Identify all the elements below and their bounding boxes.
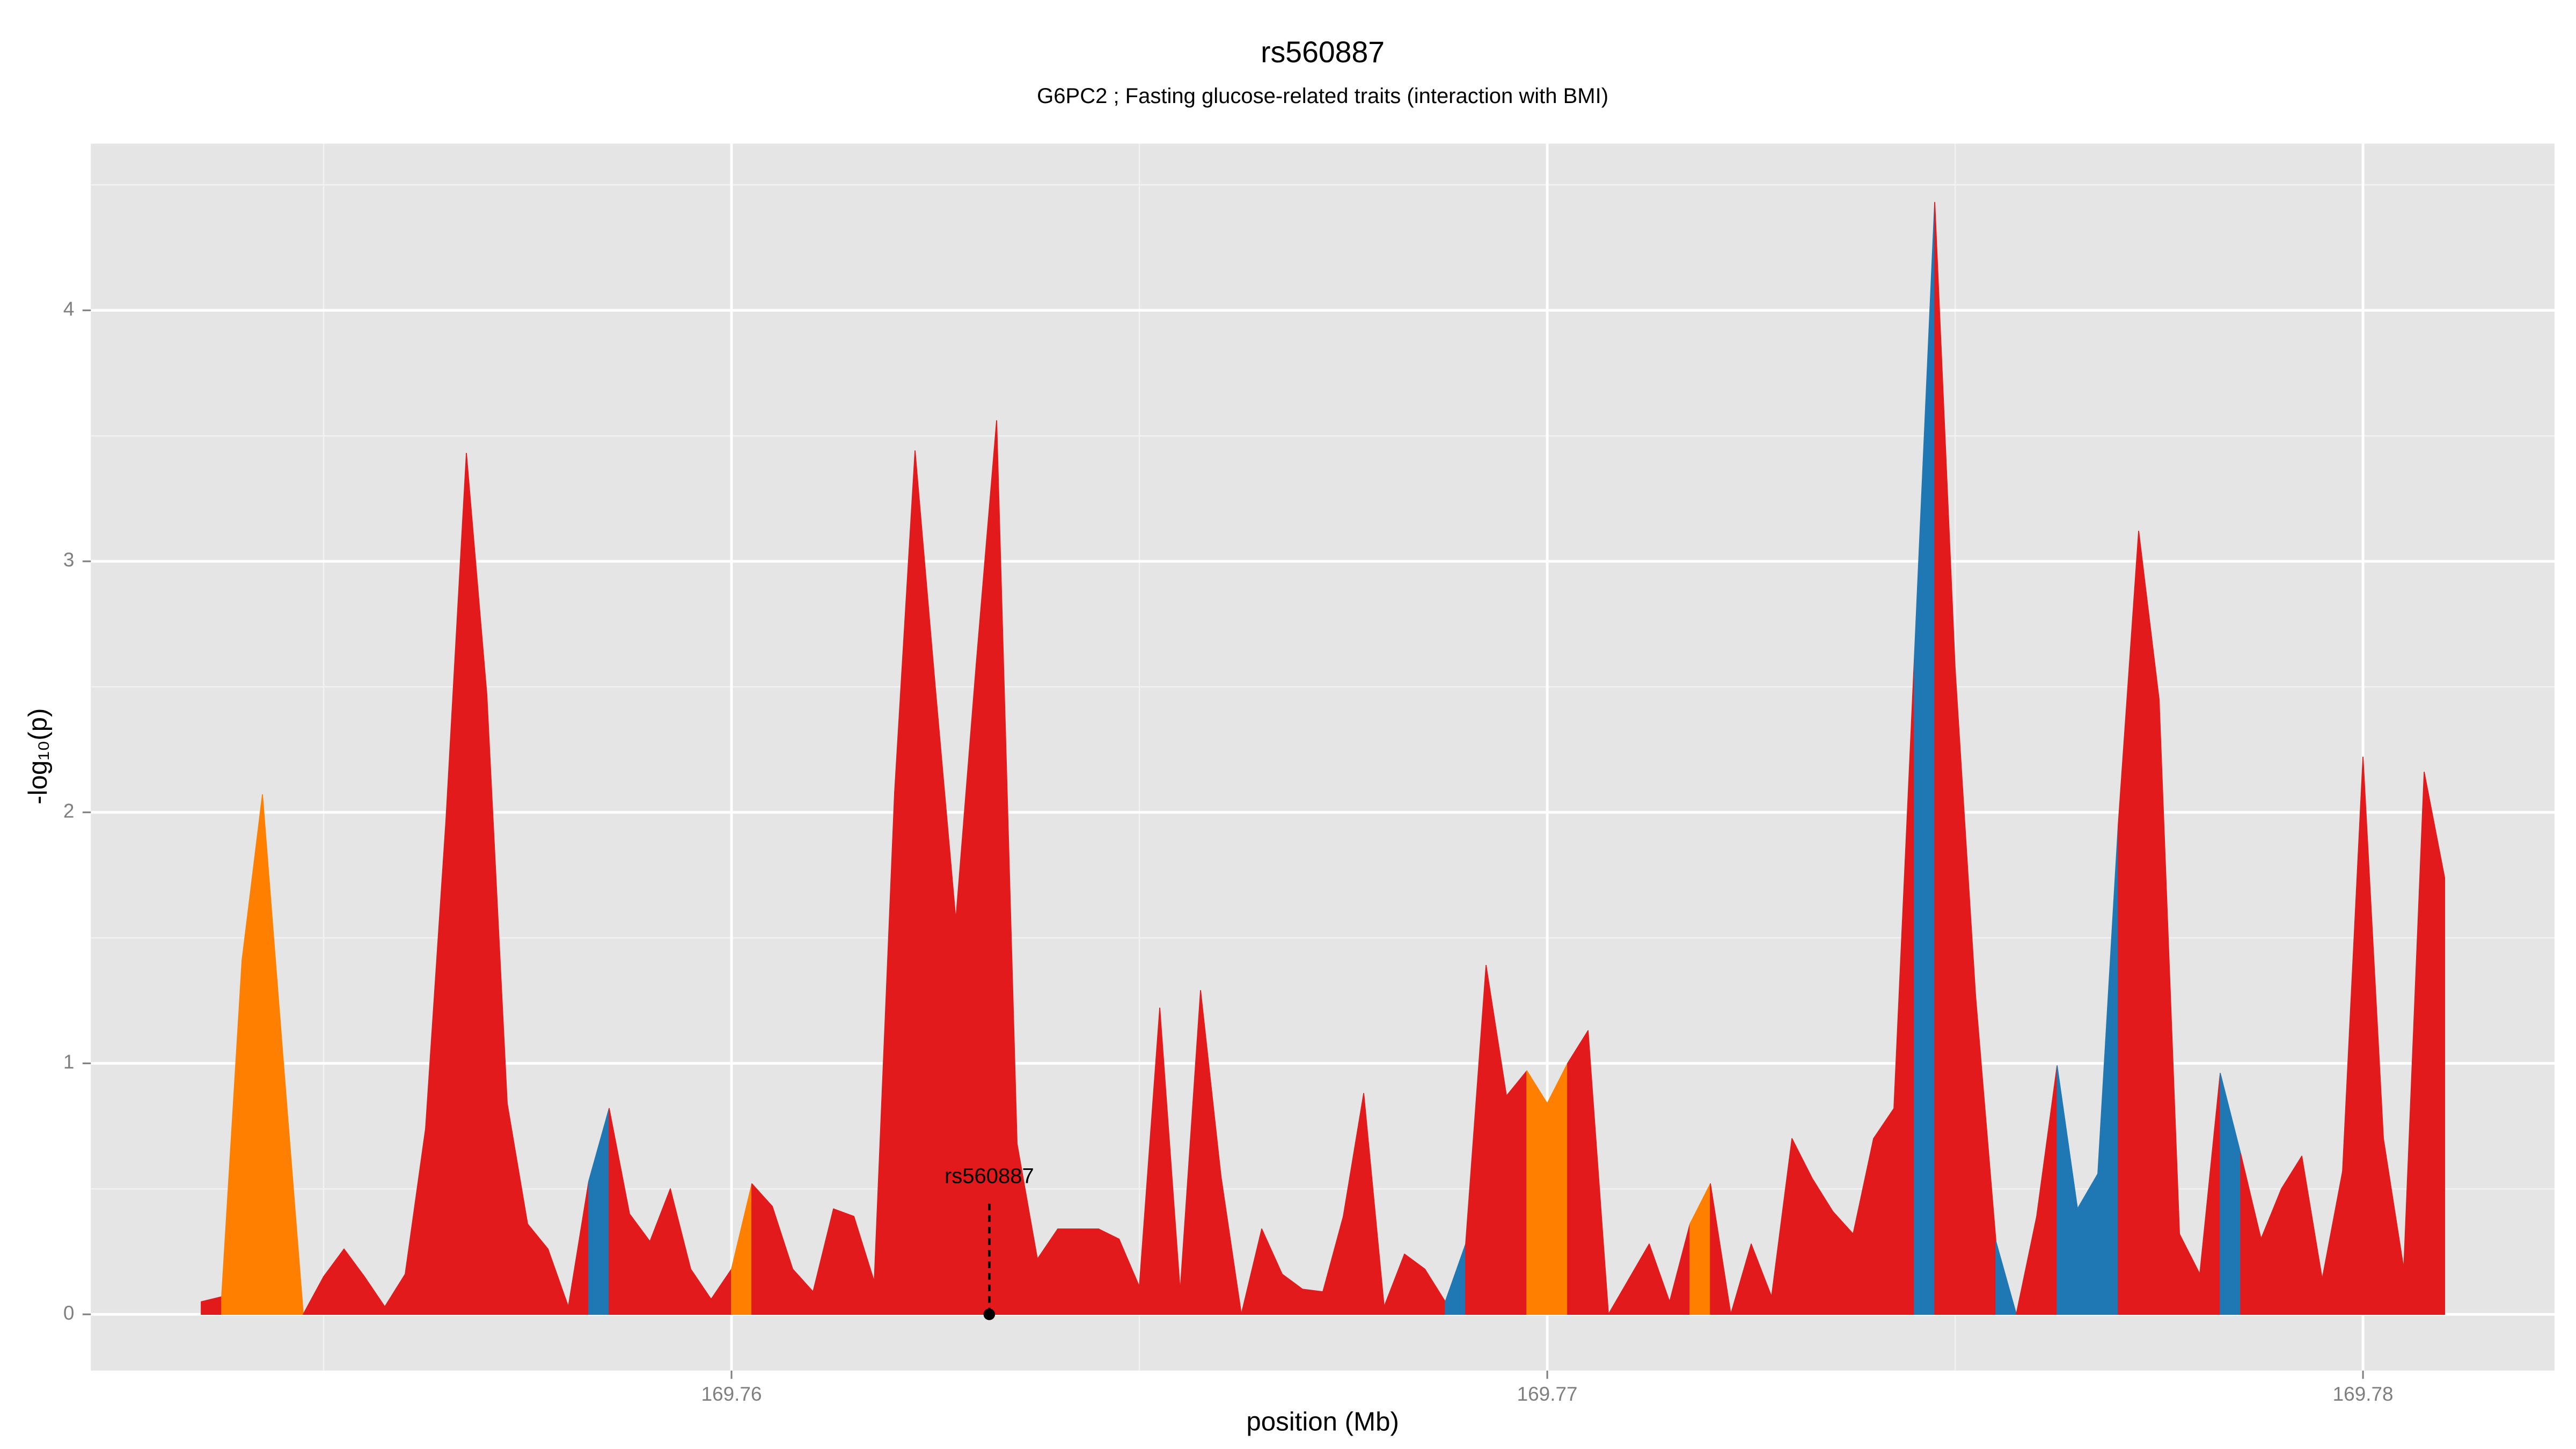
y-tick-label: 1: [63, 1051, 75, 1073]
y-tick-label: 3: [63, 549, 75, 571]
area-segment: [1587, 1030, 1609, 1315]
area-segment: [1995, 1241, 2017, 1315]
area-segment: [282, 1055, 304, 1315]
area-segment: [1057, 1228, 1079, 1315]
area-segment: [751, 1183, 773, 1315]
axes: 169.76 169.77 169.78 0 1 2 3 4: [63, 298, 2394, 1405]
y-tick-label: 4: [63, 298, 75, 320]
area-segment: [2424, 771, 2446, 1315]
y-axis-label: -log₁₀(p): [23, 708, 53, 804]
area-segment: [1710, 1183, 1732, 1315]
area-segment: [1567, 1030, 1589, 1315]
x-tick-label: 169.77: [1517, 1383, 1578, 1405]
area-segment: [1547, 1063, 1569, 1315]
area-segment: [1098, 1228, 1119, 1315]
annotation-label: rs560887: [945, 1164, 1034, 1188]
area-segment: [1302, 1289, 1323, 1315]
x-tick-label: 169.78: [2333, 1383, 2394, 1405]
area-segment: [1506, 1070, 1527, 1315]
y-tick-label: 2: [63, 800, 75, 822]
chart-subtitle: G6PC2 ; Fasting glucose-related traits (…: [1037, 84, 1608, 108]
x-axis-label: position (Mb): [1246, 1407, 1399, 1436]
annotation-point: [983, 1308, 996, 1320]
y-tick-label: 0: [63, 1302, 75, 1324]
area-segment: [1873, 1108, 1895, 1315]
x-tick-label: 169.76: [701, 1383, 762, 1405]
area-segment: [833, 1208, 854, 1315]
area-segment: [1220, 1175, 1242, 1315]
chart-title: rs560887: [1261, 35, 1385, 69]
marks: rs560887: [201, 202, 2446, 1320]
area-segment: [1526, 1070, 1548, 1315]
area-segment: [1078, 1228, 1099, 1315]
